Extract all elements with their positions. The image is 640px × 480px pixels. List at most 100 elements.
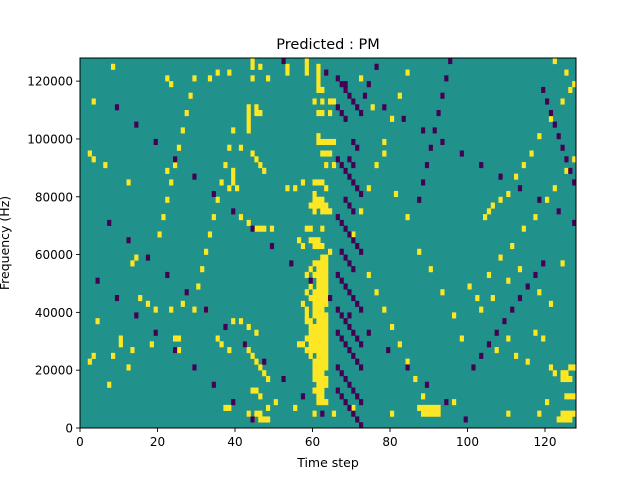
heatmap-cell-low — [362, 92, 368, 99]
y-tick-label: 20000 — [35, 364, 73, 378]
heatmap-cell-high — [173, 335, 178, 342]
heatmap-cell-low — [126, 237, 131, 244]
heatmap-cell-high — [266, 375, 271, 383]
heatmap-cell-high — [215, 69, 220, 76]
heatmap-cell-high — [250, 387, 255, 394]
heatmap-cell-high — [490, 202, 495, 209]
heatmap-cell-low — [339, 370, 344, 377]
heatmap-cell-high — [312, 335, 317, 342]
heatmap-cell-high — [173, 162, 178, 169]
heatmap-cell-high — [533, 214, 538, 221]
heatmap-cell-high — [149, 341, 154, 348]
heatmap-cell-high — [320, 318, 325, 325]
heatmap-cell-high — [572, 410, 577, 417]
heatmap-cell-high — [254, 110, 259, 117]
heatmap-cell-low — [533, 271, 538, 278]
heatmap-cell-high — [393, 190, 399, 198]
heatmap-cell-high — [246, 115, 251, 122]
heatmap-cell-high — [320, 347, 325, 354]
heatmap-cell-high — [320, 381, 325, 388]
heatmap-cell-high — [176, 347, 182, 354]
heatmap-cell-high — [138, 295, 143, 302]
heatmap-cell-high — [250, 63, 255, 70]
heatmap-cell-high — [568, 410, 573, 417]
heatmap-cell-high — [324, 352, 329, 359]
heatmap-cell-low — [541, 260, 546, 267]
heatmap-cell-high — [258, 393, 263, 400]
heatmap-cell-high — [564, 410, 569, 417]
heatmap-cell-high — [537, 289, 542, 296]
heatmap-cell-high — [304, 318, 309, 325]
heatmap-cell-high — [568, 86, 573, 93]
heatmap-cell-high — [320, 370, 325, 377]
heatmap-cell-high — [316, 387, 321, 394]
heatmap-cell-high — [324, 335, 329, 342]
heatmap-cell-high — [324, 323, 329, 331]
heatmap-cell-low — [343, 341, 348, 348]
heatmap-cell-high — [533, 329, 538, 336]
heatmap-cell-high — [316, 266, 321, 273]
heatmap-cell-low — [134, 312, 139, 319]
heatmap-cell-low — [328, 295, 333, 302]
heatmap-cell-high — [328, 110, 333, 117]
heatmap-cell-high — [297, 237, 302, 244]
heatmap-cell-low — [564, 156, 569, 163]
heatmap-cell-low — [223, 323, 228, 331]
heatmap-cell-high — [312, 196, 317, 203]
heatmap-cell-high — [312, 202, 317, 209]
heatmap-cell-high — [111, 352, 116, 359]
heatmap-cell-low — [421, 179, 426, 186]
heatmap-cell-low — [351, 266, 356, 273]
heatmap-cell-high — [390, 115, 395, 122]
heatmap-cell-low — [548, 110, 554, 117]
heatmap-cell-high — [192, 306, 197, 313]
heatmap-cell-high — [300, 243, 306, 250]
heatmap-cell-high — [324, 364, 329, 371]
heatmap-cell-high — [111, 63, 116, 70]
heatmap-cell-high — [165, 167, 170, 174]
heatmap-cell-low — [269, 243, 275, 250]
heatmap-cell-low — [440, 92, 445, 99]
heatmap-cell-low — [339, 219, 344, 226]
heatmap-cell-low — [405, 364, 410, 371]
heatmap-cell-low — [339, 81, 344, 88]
heatmap-cell-high — [184, 110, 189, 117]
heatmap-cell-high — [432, 404, 437, 411]
heatmap-cell-low — [568, 167, 573, 174]
heatmap-cell-low — [335, 387, 340, 394]
heatmap-cell-low — [339, 335, 344, 342]
heatmap-cell-high — [568, 364, 573, 371]
heatmap-cell-high — [320, 295, 325, 302]
heatmap-cell-high — [320, 254, 325, 261]
heatmap-cell-high — [316, 138, 321, 146]
heatmap-cell-low — [347, 289, 352, 296]
heatmap-cell-low — [498, 173, 503, 180]
heatmap-cell-high — [312, 190, 317, 198]
heatmap-cell-low — [347, 173, 352, 180]
heatmap-cell-low — [335, 75, 340, 82]
heatmap-cell-high — [486, 271, 492, 278]
heatmap-cell-high — [312, 375, 317, 383]
heatmap-cell-high — [300, 300, 306, 307]
heatmap-cell-high — [324, 162, 329, 169]
x-tick-label: 40 — [227, 435, 242, 449]
heatmap-cell-high — [200, 266, 205, 273]
heatmap-cell-high — [266, 416, 271, 423]
heatmap-cell-high — [254, 104, 259, 111]
heatmap-cell-high — [188, 92, 193, 99]
heatmap-cell-high — [320, 399, 325, 406]
heatmap-cell-high — [312, 410, 317, 417]
heatmap-cell-high — [328, 150, 333, 157]
heatmap-cell-low — [231, 399, 236, 406]
heatmap-cell-high — [548, 364, 554, 371]
x-tick-label: 20 — [150, 435, 165, 449]
heatmap-cell-low — [502, 318, 507, 325]
heatmap-cell-low — [424, 162, 430, 169]
heatmap-cell-high — [316, 202, 321, 209]
heatmap-cell-low — [510, 306, 515, 313]
heatmap-cell-high — [552, 370, 557, 377]
heatmap-cell-low — [324, 69, 329, 76]
heatmap-cell-low — [355, 104, 360, 111]
heatmap-cell-high — [273, 399, 278, 406]
